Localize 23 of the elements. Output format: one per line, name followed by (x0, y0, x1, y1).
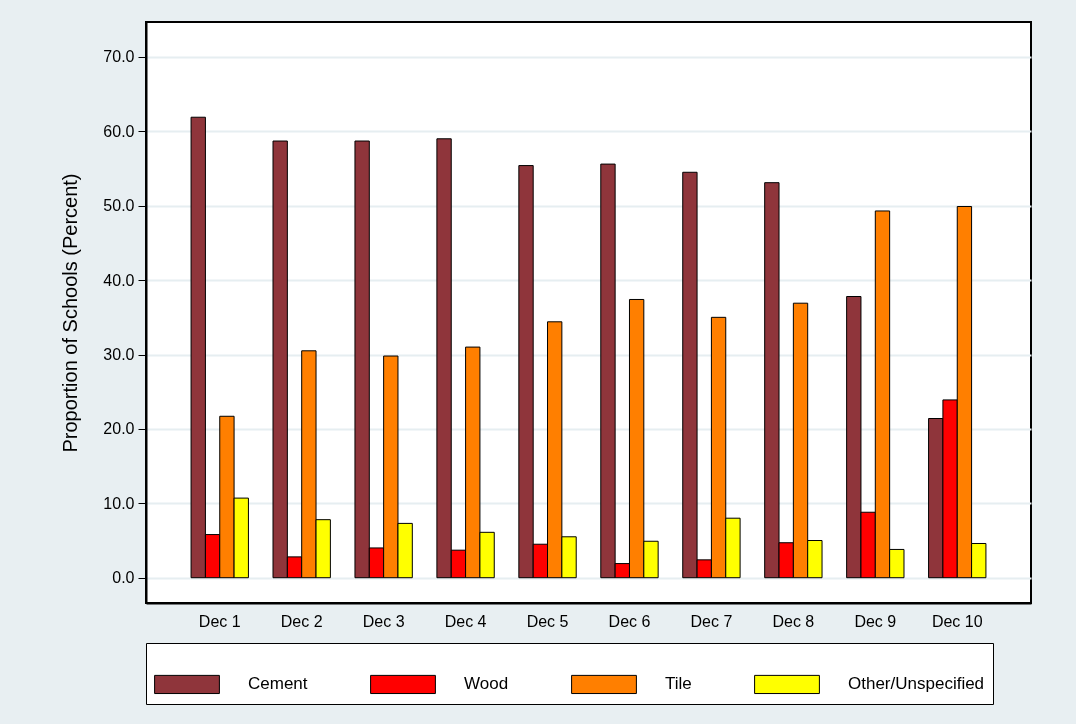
x-tick-label: Dec 6 (608, 612, 651, 630)
x-tick-label: Dec 9 (854, 612, 897, 630)
x-tick-label: Dec 5 (526, 612, 569, 630)
x-tick-label: Dec 8 (772, 612, 815, 630)
x-tick-label: Dec 4 (444, 612, 487, 630)
y-tick-label: 40.0 (103, 271, 135, 289)
y-tick-label: 0.0 (112, 569, 135, 587)
legend-label: Other/Unspecified (848, 674, 985, 694)
y-tick-label: 30.0 (103, 346, 135, 364)
legend-label: Tile (665, 674, 692, 694)
y-tick-label: 10.0 (103, 494, 135, 512)
y-axis-title: Proportion of Schools (Percent) (59, 173, 82, 453)
y-tick-label: 20.0 (103, 420, 135, 438)
y-tick-label: 50.0 (103, 197, 135, 215)
x-tick-label: Dec 7 (690, 612, 733, 630)
x-tick-label: Dec 3 (362, 612, 405, 630)
legend-label: Cement (248, 674, 308, 694)
x-tick-label: Dec 1 (198, 612, 241, 630)
y-tick-label: 60.0 (103, 122, 135, 140)
x-tick-label: Dec 10 (931, 612, 983, 630)
y-tick-label: 70.0 (103, 48, 135, 66)
legend-label: Wood (464, 674, 509, 694)
x-tick-label: Dec 2 (280, 612, 323, 630)
